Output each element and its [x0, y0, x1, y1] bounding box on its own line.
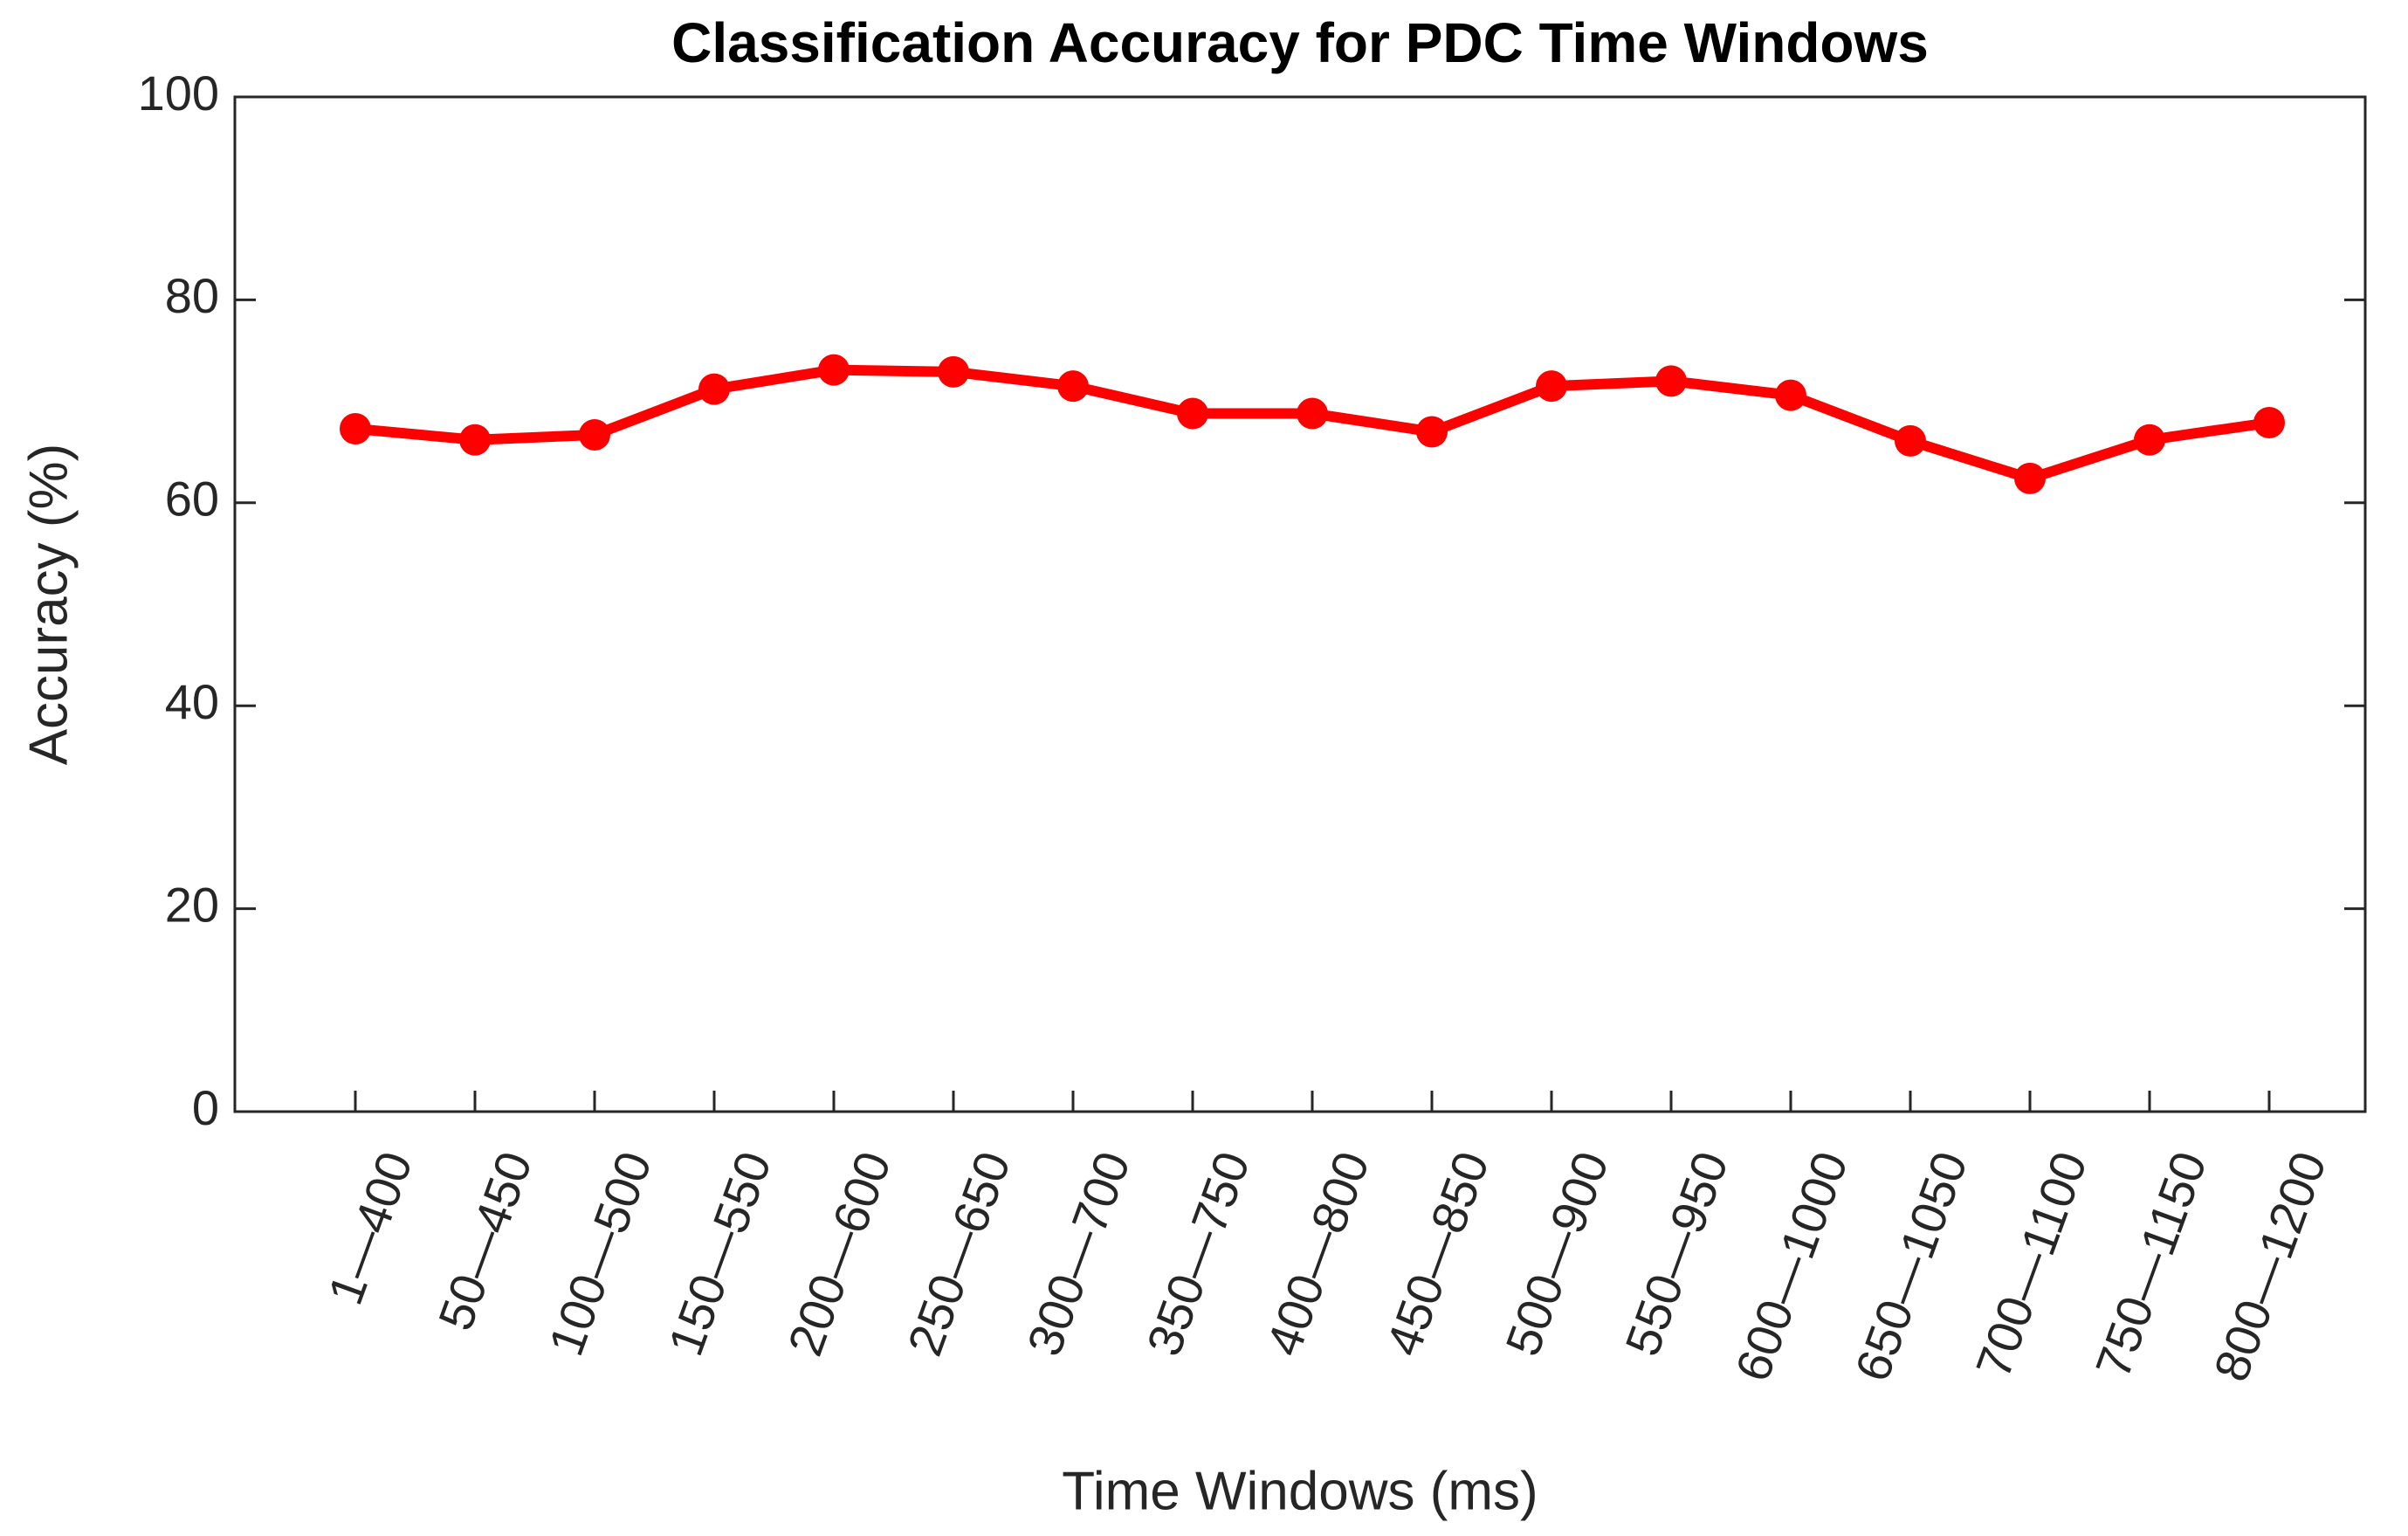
y-tick-label: 40	[165, 674, 219, 729]
x-tick-label: 350—750	[1136, 1145, 1260, 1363]
x-tick-label: 400—800	[1256, 1145, 1379, 1363]
data-point	[1057, 370, 1089, 403]
x-tick-label: 800—1200	[2203, 1145, 2336, 1388]
chart-title: Classification Accuracy for PDC Time Win…	[671, 11, 1929, 74]
x-tick-label: 250—650	[897, 1145, 1021, 1363]
data-point	[579, 418, 610, 451]
data-point	[2014, 462, 2046, 494]
x-tick-label: 150—550	[657, 1145, 781, 1363]
x-axis-label: Time Windows (ms)	[1062, 1461, 1538, 1521]
x-tick-label: 100—500	[538, 1145, 662, 1363]
x-tick-label: 300—700	[1016, 1145, 1140, 1363]
y-tick-label: 20	[165, 877, 219, 932]
x-tick-label: 1—400	[317, 1145, 423, 1312]
y-axis-label: Accuracy (%)	[18, 444, 79, 766]
plot-frame	[233, 95, 2367, 1113]
x-tick-label: 700—1100	[1965, 1145, 2097, 1385]
data-point	[2253, 407, 2285, 439]
data-point	[1655, 365, 1687, 397]
data-point	[1775, 379, 1806, 411]
y-tick-label: 80	[165, 268, 219, 323]
x-tick-label: 750—1150	[2085, 1145, 2217, 1385]
data-point	[2134, 424, 2165, 456]
x-tick-label: 50—450	[428, 1145, 543, 1338]
y-tick-label: 100	[138, 65, 219, 121]
data-point	[340, 412, 371, 444]
x-tick-label: 550—950	[1614, 1145, 1738, 1363]
data-point	[818, 354, 850, 386]
data-point	[698, 373, 730, 405]
y-tick-label: 60	[165, 472, 219, 527]
x-tick-label: 650—1050	[1844, 1145, 1978, 1388]
data-point	[1177, 397, 1208, 430]
data-point	[938, 355, 969, 388]
data-point	[459, 424, 491, 456]
y-tick-label: 0	[192, 1080, 219, 1135]
x-tick-label: 200—600	[777, 1145, 901, 1363]
data-point	[1297, 397, 1328, 430]
x-tick-label: 450—850	[1375, 1145, 1499, 1363]
data-point	[1895, 424, 1926, 457]
x-tick-label: 600—1000	[1724, 1145, 1858, 1388]
data-point	[1416, 416, 1448, 448]
x-tick-label: 500—900	[1495, 1145, 1619, 1363]
data-point	[1536, 370, 1567, 403]
